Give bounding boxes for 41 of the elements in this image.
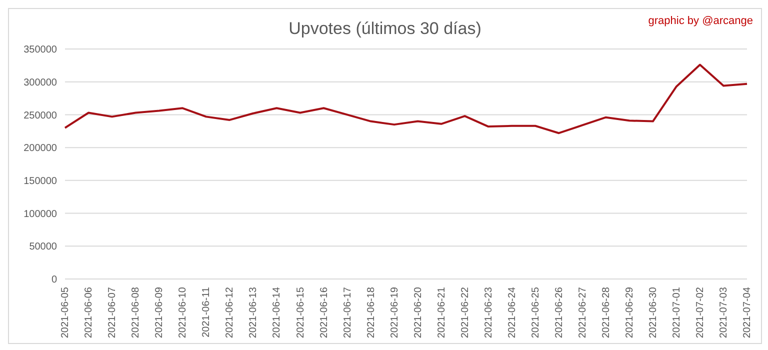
x-tick-label: 2021-07-01 — [672, 286, 683, 338]
x-tick-label: 2021-07-03 — [718, 286, 730, 338]
x-tick-label: 2021-06-28 — [600, 286, 612, 338]
y-tick-label: 0 — [51, 274, 58, 286]
y-tick-label: 50000 — [29, 242, 58, 253]
y-tick-label: 250000 — [24, 110, 58, 122]
line-series — [64, 64, 748, 134]
x-tick-label: 2021-06-13 — [248, 286, 260, 338]
y-tick-label: 200000 — [24, 143, 58, 154]
x-tick-label: 2021-06-29 — [624, 286, 636, 338]
x-tick-label: 2021-06-16 — [318, 286, 330, 338]
y-tick-label: 100000 — [24, 208, 58, 220]
x-tick-label: 2021-06-27 — [577, 286, 588, 338]
x-tick-label: 2021-06-10 — [178, 286, 189, 338]
x-tick-label: 2021-06-22 — [460, 286, 471, 338]
x-tick-label: 2021-06-21 — [436, 286, 448, 338]
chart-title: Upvotes (últimos 30 días) — [288, 19, 482, 38]
x-tick-label: 2021-06-12 — [224, 286, 236, 338]
y-tick-label: 350000 — [24, 44, 58, 56]
x-tick-label: 2021-06-26 — [554, 286, 565, 338]
x-tick-label: 2021-06-06 — [84, 286, 95, 338]
y-tick-label: 300000 — [24, 77, 58, 88]
x-tick-label: 2021-06-08 — [130, 286, 142, 338]
y-tick-label: 150000 — [24, 176, 58, 187]
text: graphic by @arcange — [648, 15, 753, 27]
x-tick-label: 2021-06-11 — [201, 286, 212, 338]
x-tick-label: 2021-06-20 — [412, 286, 424, 338]
x-tick-label: 2021-06-14 — [272, 286, 283, 338]
x-tick-label: 2021-06-05 — [60, 286, 72, 338]
x-tick-label: 2021-06-25 — [530, 286, 542, 338]
x-tick-label: 2021-06-23 — [483, 286, 494, 338]
x-tick-label: 2021-07-04 — [742, 286, 754, 338]
x-tick-label: 2021-06-09 — [154, 286, 166, 338]
x-tick-label: 2021-06-24 — [506, 286, 518, 338]
x-tick-label: 2021-06-19 — [389, 286, 400, 338]
x-tick-label: 2021-06-30 — [648, 286, 660, 338]
x-tick-label: 2021-06-17 — [342, 286, 354, 338]
x-tick-label: 2021-06-15 — [295, 286, 306, 338]
x-tick-label: 2021-06-07 — [107, 286, 118, 338]
x-tick-label: 2021-06-18 — [366, 286, 377, 338]
x-tick-label: 2021-07-02 — [695, 286, 706, 338]
